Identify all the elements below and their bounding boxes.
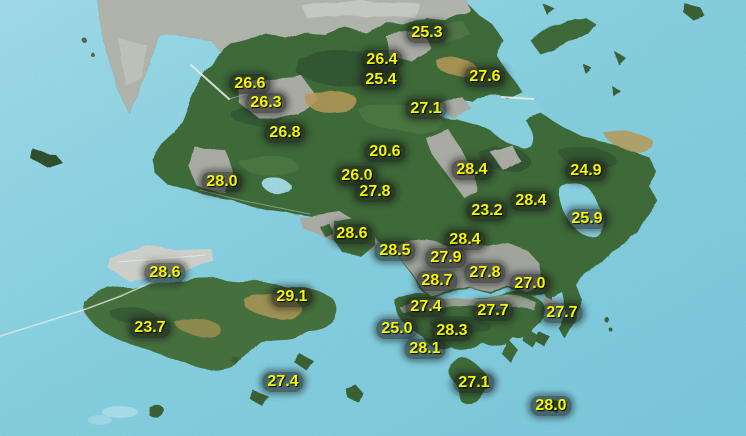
- temperature-label: 28.7: [416, 271, 458, 291]
- temperature-label: 28.5: [374, 241, 416, 261]
- temperature-label: 25.0: [376, 319, 418, 339]
- temperature-label: 26.6: [229, 74, 271, 94]
- temperature-label: 26.4: [361, 50, 403, 70]
- temperature-label: 28.6: [331, 224, 373, 244]
- temperature-label: 27.8: [464, 263, 506, 283]
- temperature-label: 27.7: [541, 303, 583, 323]
- temperature-label: 27.9: [425, 248, 467, 268]
- temperature-label: 27.8: [354, 182, 396, 202]
- temperature-label: 26.3: [245, 93, 287, 113]
- temperature-label: 25.3: [406, 23, 448, 43]
- temperature-label: 28.6: [144, 263, 186, 283]
- temperature-label: 27.1: [453, 373, 495, 393]
- temperature-label: 24.9: [565, 161, 607, 181]
- temperature-label: 28.4: [451, 160, 493, 180]
- temperature-label: 28.4: [444, 230, 486, 250]
- temperature-label: 29.1: [271, 287, 313, 307]
- temperature-label: 25.4: [360, 70, 402, 90]
- temperature-label: 27.7: [472, 301, 514, 321]
- temperature-label: 28.1: [404, 339, 446, 359]
- temperature-label: 28.4: [510, 191, 552, 211]
- temperature-label: 28.0: [201, 172, 243, 192]
- temperature-label: 27.6: [464, 67, 506, 87]
- temperature-label: 27.0: [509, 274, 551, 294]
- temperature-label: 28.0: [530, 396, 572, 416]
- temperature-label: 23.2: [466, 201, 508, 221]
- temperature-label: 25.9: [566, 209, 608, 229]
- temperature-label: 26.0: [336, 166, 378, 186]
- temperature-label: 27.4: [405, 297, 447, 317]
- temperature-label: 26.8: [264, 123, 306, 143]
- temperature-label: 27.1: [405, 99, 447, 119]
- temperature-label: 28.3: [431, 321, 473, 341]
- temperature-label: 20.6: [364, 142, 406, 162]
- temperature-label: 27.4: [262, 372, 304, 392]
- temperature-label: 23.7: [129, 318, 171, 338]
